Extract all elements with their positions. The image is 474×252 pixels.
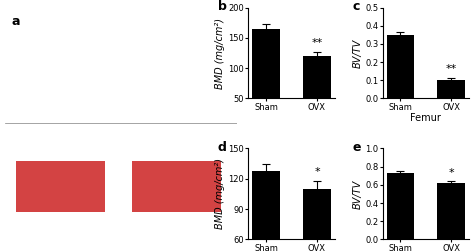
Bar [303,189,331,252]
Y-axis label: BMD (mg/cm²): BMD (mg/cm²) [216,18,226,88]
Text: a: a [12,15,20,27]
Text: OVX: OVX [167,19,191,29]
Text: c: c [352,0,360,13]
Bar [16,161,105,212]
Text: e: e [352,141,361,154]
Y-axis label: BV/TV: BV/TV [352,38,362,68]
Text: *: * [314,167,320,177]
Text: b: b [218,0,227,13]
Text: d: d [218,141,227,154]
Text: Sham: Sham [51,19,83,29]
Y-axis label: BMD (mg/cm²): BMD (mg/cm²) [216,159,226,229]
Bar [386,173,414,239]
Bar [303,56,331,129]
X-axis label: Femur: Femur [410,113,441,123]
Bar [386,35,414,99]
Bar [252,171,280,252]
Bar [252,29,280,129]
Bar [132,161,220,212]
Text: **: ** [446,64,457,74]
Text: *: * [448,168,454,178]
Bar [438,80,465,99]
Y-axis label: BV/TV: BV/TV [352,179,362,209]
Bar [438,183,465,239]
Text: **: ** [311,38,323,48]
